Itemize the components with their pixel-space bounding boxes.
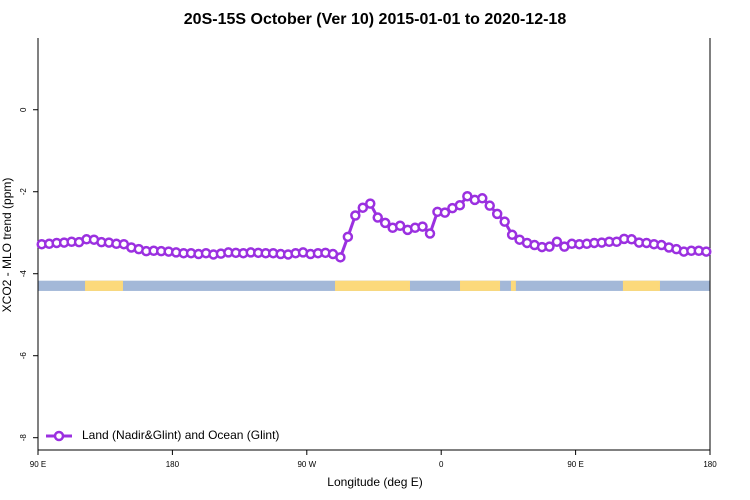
- x-tick-label: 180: [166, 460, 180, 469]
- y-tick-label: -8: [19, 434, 28, 442]
- data-point: [342, 231, 354, 243]
- data-point: [499, 216, 510, 227]
- data-point: [439, 207, 451, 218]
- data-point: [424, 228, 436, 239]
- data-point: [477, 193, 488, 204]
- data-point: [357, 202, 369, 213]
- x-tick-label: 90 W: [297, 460, 316, 469]
- x-tick-label: 90 E: [567, 460, 583, 469]
- y-tick-label: -4: [19, 270, 28, 278]
- data-point: [491, 208, 503, 220]
- x-tick-label: 90 E: [30, 460, 46, 469]
- chart-title: 20S-15S October (Ver 10) 2015-01-01 to 2…: [184, 11, 567, 28]
- land-segment: [335, 280, 410, 291]
- data-point: [544, 241, 555, 252]
- data-point: [350, 210, 361, 221]
- legend-label: Land (Nadir&Glint) and Ocean (Glint): [82, 428, 279, 442]
- land-segment: [460, 280, 501, 291]
- data-point: [335, 252, 346, 263]
- data-point: [394, 220, 406, 232]
- data-point: [372, 212, 383, 223]
- data-point: [506, 229, 518, 241]
- data-point: [454, 200, 466, 211]
- y-axis-label: XCO2 - MLO trend (ppm): [0, 178, 14, 313]
- legend-marker: [53, 430, 65, 442]
- y-tick-label: -6: [19, 352, 28, 360]
- land-segment: [85, 280, 123, 291]
- x-tick-label: 0: [439, 460, 444, 469]
- data-point: [701, 246, 712, 257]
- data-point: [365, 198, 376, 209]
- land-segment: [510, 280, 516, 291]
- data-point: [551, 236, 563, 247]
- data-point: [379, 217, 391, 229]
- data-point: [484, 200, 495, 211]
- x-axis-label: Longitude (deg E): [327, 475, 422, 489]
- x-tick-label: 180: [703, 460, 717, 469]
- data-point: [417, 221, 428, 232]
- land-segment: [622, 280, 660, 291]
- y-tick-label: -2: [19, 188, 28, 196]
- y-tick-label: 0: [19, 107, 28, 112]
